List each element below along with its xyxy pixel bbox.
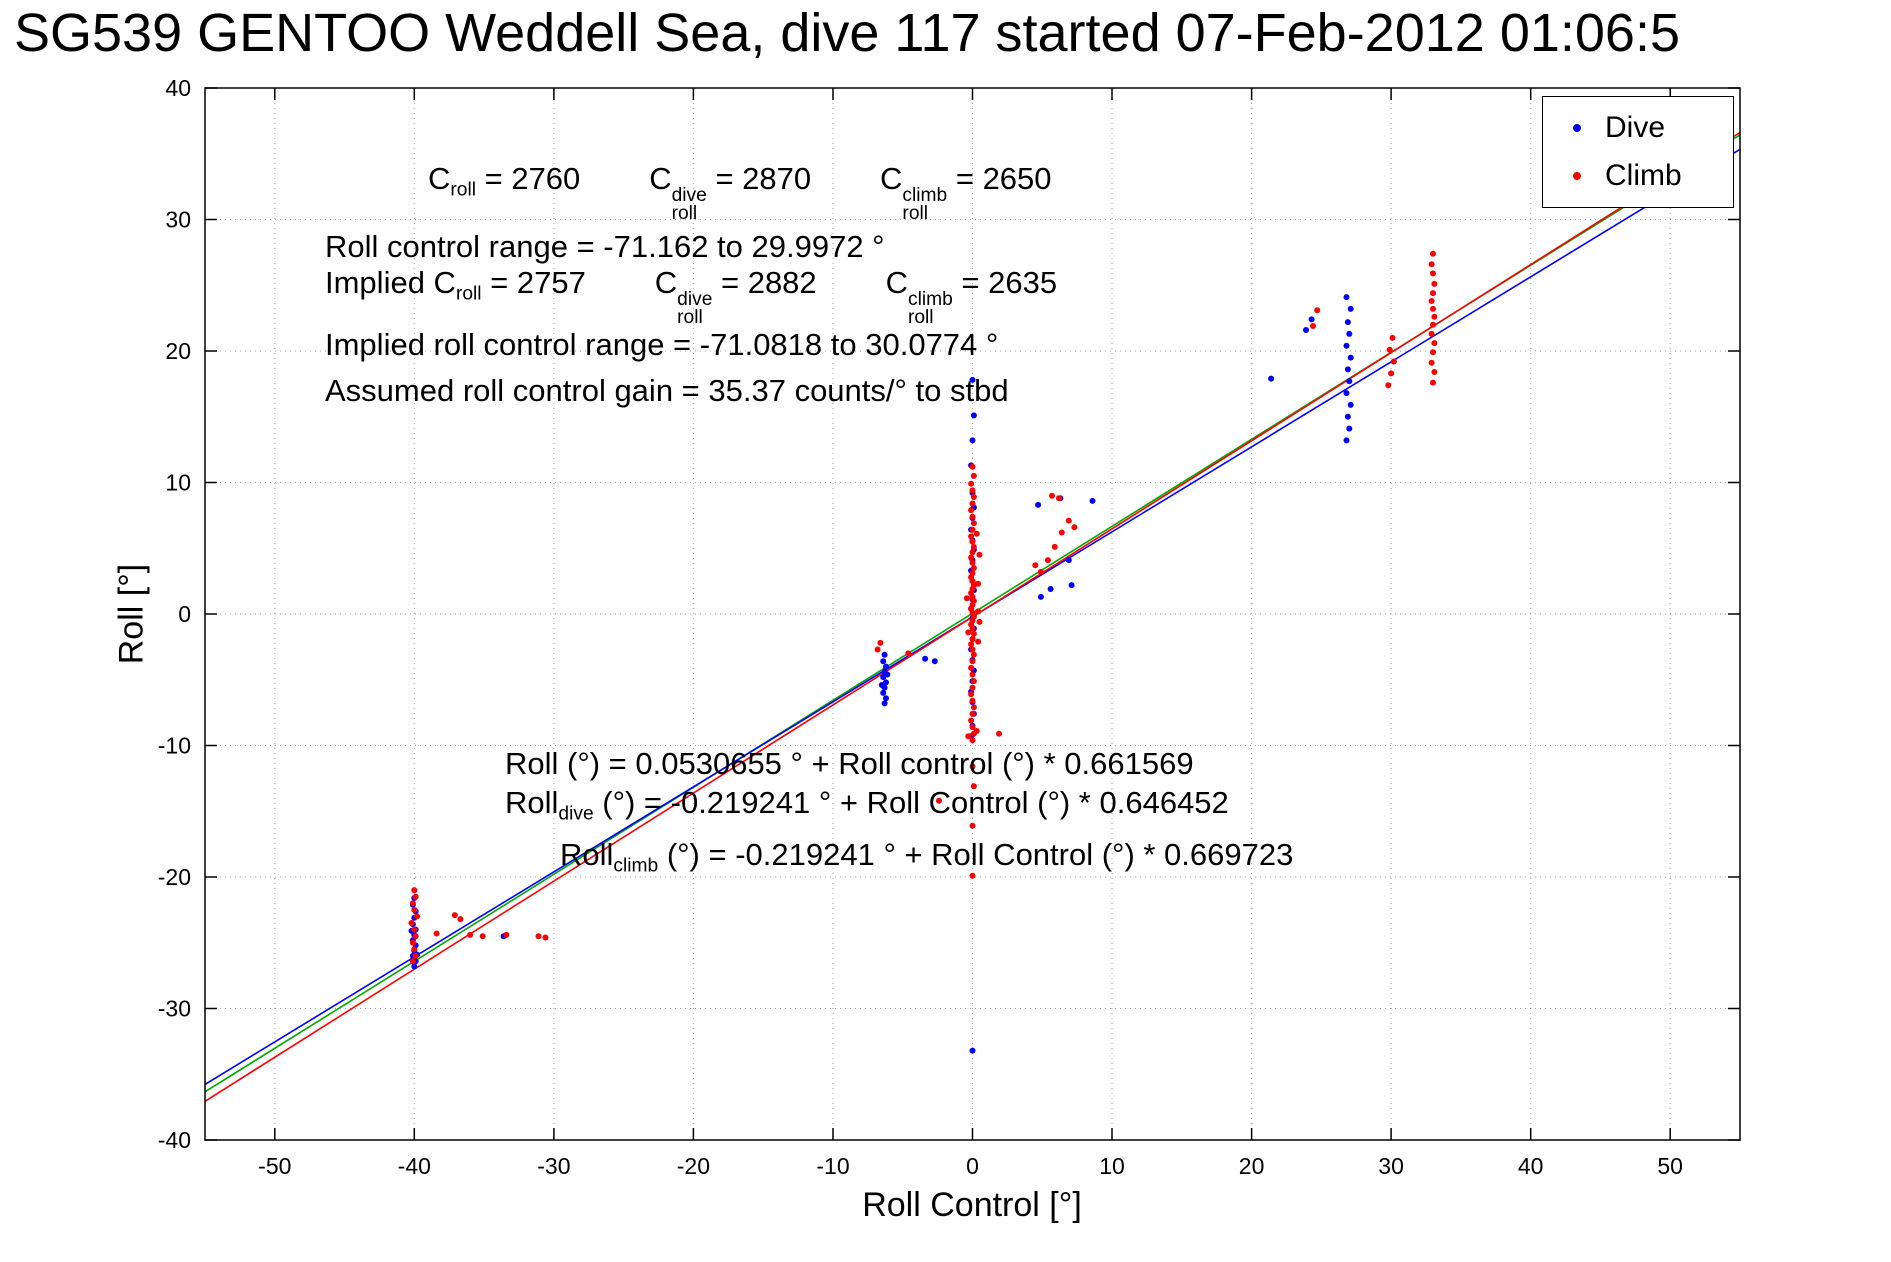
plot-title: SG539 GENTOO Weddell Sea, dive 117 start… (14, 3, 1680, 63)
scatter-climb (408, 250, 1438, 965)
x-tick-label: -20 (677, 1153, 710, 1179)
y-tick-label: 30 (165, 207, 191, 233)
climb-marker-icon (1573, 172, 1581, 180)
x-axis-label: Roll Control [°] (862, 1186, 1082, 1224)
y-tick-label: -30 (158, 996, 191, 1022)
x-tick-label: 50 (1657, 1153, 1683, 1179)
annotation-assumed-gain: Assumed roll control gain = 35.37 counts… (325, 373, 1009, 408)
legend-label-climb: Climb (1605, 159, 1682, 192)
x-tick-label: 40 (1518, 1153, 1544, 1179)
legend-item-climb: Climb (1543, 159, 1733, 193)
x-tick-labels: -50 -40 -30 -20 -10 0 10 20 30 40 50 (258, 1153, 1683, 1179)
y-axis-label: Roll [°] (112, 563, 151, 665)
x-tick-label: 0 (966, 1153, 979, 1179)
y-tick-labels: -40 -30 -20 -10 0 10 20 30 40 (158, 75, 191, 1153)
x-tick-label: 20 (1239, 1153, 1265, 1179)
x-tick-label: -30 (537, 1153, 570, 1179)
dive-marker-icon (1573, 124, 1581, 132)
y-tick-label: -20 (158, 864, 191, 890)
legend-label-dive: Dive (1605, 111, 1666, 144)
annotation-fit-climb: Rollclimb (°) = -0.219241 ° + Roll Contr… (560, 837, 1294, 877)
x-tick-label: -40 (398, 1153, 431, 1179)
x-tick-label: 10 (1099, 1153, 1125, 1179)
x-tick-label: -50 (258, 1153, 291, 1179)
y-tick-label: 0 (178, 601, 191, 627)
y-tick-label: 20 (165, 338, 191, 364)
y-tick-label: -10 (158, 733, 191, 759)
annotation-implied-range: Implied roll control range = -71.0818 to… (325, 327, 999, 362)
gridlines (205, 88, 1740, 1140)
annotation-fit-dive: Rolldive (°) = -0.219241 ° + Roll Contro… (505, 785, 1229, 825)
axis-box (204, 87, 1741, 1141)
annotation-roll-control-range: Roll control range = -71.162 to 29.9972 … (325, 229, 885, 264)
y-tick-label: 40 (165, 75, 191, 101)
legend: Dive Climb (1542, 96, 1734, 208)
y-tick-label: -40 (158, 1127, 191, 1153)
legend-item-dive: Dive (1543, 111, 1733, 145)
annotation-fit-all: Roll (°) = 0.0530655 ° + Roll control (°… (505, 746, 1194, 781)
x-tick-label: -10 (816, 1153, 849, 1179)
x-tick-label: 30 (1378, 1153, 1404, 1179)
y-tick-label: 10 (165, 470, 191, 496)
